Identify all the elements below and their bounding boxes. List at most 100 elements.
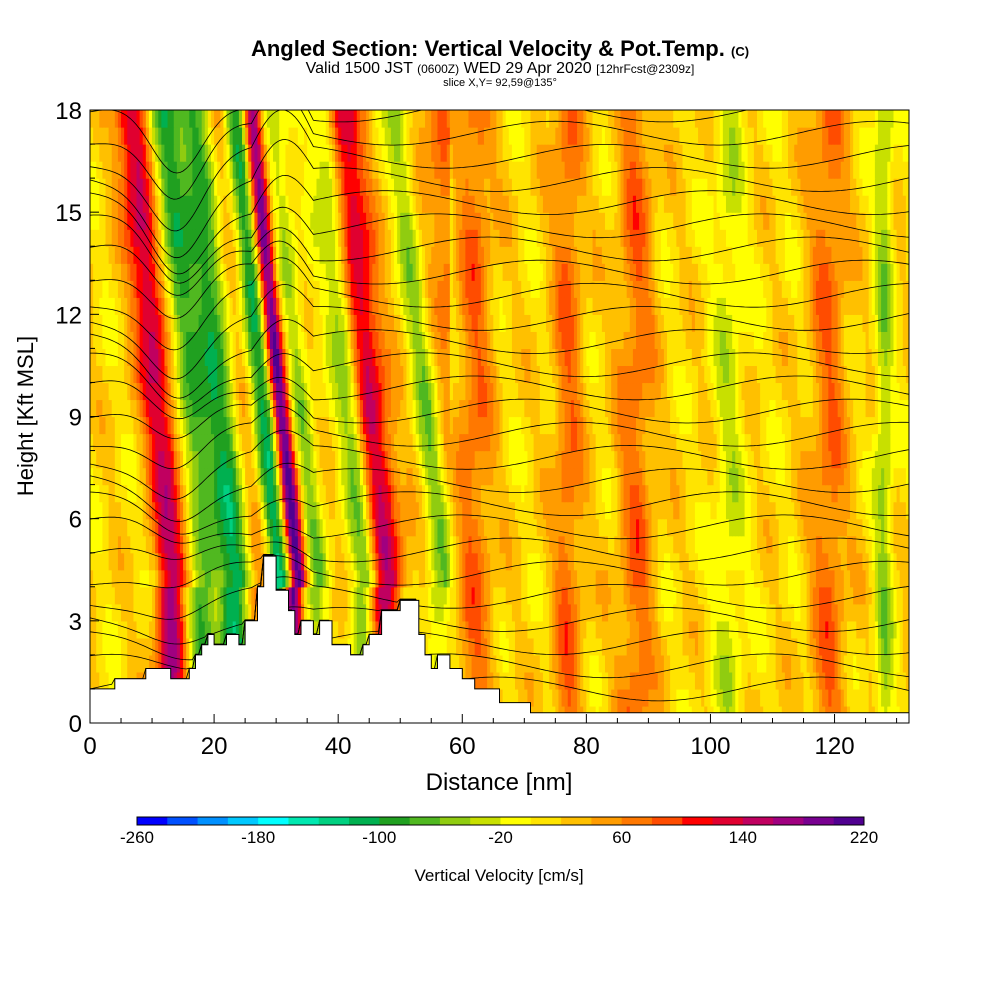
velocity-cell	[127, 535, 131, 554]
velocity-cell	[232, 399, 237, 418]
velocity-cell	[527, 671, 532, 690]
velocity-cell	[499, 433, 504, 452]
velocity-cell	[533, 518, 538, 537]
velocity-cell	[763, 535, 767, 554]
velocity-cell	[881, 671, 885, 690]
velocity-cell	[890, 654, 895, 673]
velocity-cell	[760, 467, 764, 486]
velocity-cell	[642, 501, 646, 520]
velocity-cell	[868, 603, 873, 622]
velocity-cell	[775, 467, 780, 486]
velocity-cell	[127, 399, 131, 418]
velocity-cell	[325, 535, 330, 554]
velocity-cell	[90, 484, 94, 503]
velocity-cell	[195, 467, 200, 486]
velocity-cell	[210, 569, 215, 588]
velocity-cell	[850, 552, 854, 571]
velocity-cell	[304, 433, 308, 452]
velocity-cell	[704, 501, 708, 520]
velocity-cell	[273, 450, 277, 469]
velocity-cell	[372, 399, 377, 418]
velocity-cell	[425, 518, 429, 537]
velocity-cell	[90, 518, 94, 537]
velocity-cell	[415, 484, 420, 503]
velocity-cell	[620, 569, 625, 588]
velocity-cell	[698, 399, 702, 418]
velocity-cell	[226, 484, 231, 503]
velocity-cell	[148, 518, 153, 537]
velocity-cell	[111, 569, 116, 588]
velocity-cell	[117, 569, 122, 588]
velocity-cell	[183, 637, 187, 656]
velocity-cell	[490, 654, 494, 673]
velocity-cell	[704, 603, 708, 622]
velocity-cell	[173, 518, 178, 537]
velocity-cell	[406, 416, 411, 435]
velocity-cell	[862, 535, 867, 554]
velocity-cell	[480, 467, 485, 486]
velocity-cell	[412, 433, 417, 452]
velocity-cell	[629, 433, 634, 452]
velocity-cell	[794, 688, 798, 707]
velocity-cell	[626, 671, 631, 690]
velocity-cell	[809, 603, 814, 622]
velocity-cell	[291, 399, 296, 418]
velocity-cell	[905, 416, 909, 435]
velocity-cell	[620, 518, 625, 537]
velocity-cell	[670, 586, 674, 605]
velocity-cell	[822, 637, 826, 656]
velocity-cell	[654, 688, 659, 707]
velocity-cell	[567, 467, 572, 486]
velocity-cell	[521, 535, 525, 554]
velocity-cell	[511, 603, 516, 622]
velocity-cell	[201, 450, 206, 469]
velocity-cell	[750, 586, 755, 605]
velocity-cell	[561, 518, 566, 537]
velocity-cell	[437, 586, 442, 605]
velocity-cell	[868, 433, 873, 452]
velocity-cell	[170, 399, 175, 418]
velocity-cell	[719, 586, 724, 605]
velocity-cell	[840, 603, 845, 622]
velocity-cell	[713, 501, 718, 520]
velocity-cell	[347, 416, 352, 435]
velocity-cell	[521, 450, 525, 469]
velocity-cell	[198, 518, 203, 537]
velocity-cell	[310, 603, 314, 622]
velocity-cell	[716, 484, 721, 503]
velocity-cell	[561, 654, 566, 673]
velocity-cell	[201, 603, 206, 622]
velocity-cell	[440, 399, 445, 418]
velocity-cell	[421, 501, 426, 520]
velocity-cell	[502, 433, 507, 452]
velocity-cell	[316, 586, 321, 605]
velocity-cell	[763, 416, 767, 435]
velocity-cell	[809, 467, 814, 486]
velocity-cell	[592, 501, 597, 520]
velocity-cell	[161, 399, 166, 418]
velocity-cell	[176, 518, 181, 537]
velocity-cell	[527, 535, 532, 554]
velocity-cell	[856, 518, 860, 537]
velocity-cell	[713, 399, 718, 418]
velocity-cell	[586, 535, 591, 554]
velocity-cell	[682, 671, 687, 690]
velocity-cell	[263, 535, 268, 554]
velocity-cell	[418, 586, 423, 605]
velocity-cell	[375, 433, 380, 452]
velocity-cell	[896, 654, 901, 673]
velocity-cell	[322, 501, 327, 520]
velocity-cell	[499, 671, 504, 690]
velocity-cell	[803, 467, 808, 486]
velocity-cell	[499, 535, 504, 554]
velocity-cell	[663, 620, 668, 639]
velocity-cell	[176, 654, 181, 673]
velocity-cell	[552, 501, 556, 520]
velocity-cell	[508, 586, 513, 605]
velocity-cell	[626, 535, 631, 554]
velocity-cell	[608, 535, 612, 554]
velocity-cell	[763, 654, 767, 673]
velocity-cell	[552, 518, 556, 537]
velocity-cell	[108, 501, 113, 520]
velocity-cell	[192, 637, 197, 656]
